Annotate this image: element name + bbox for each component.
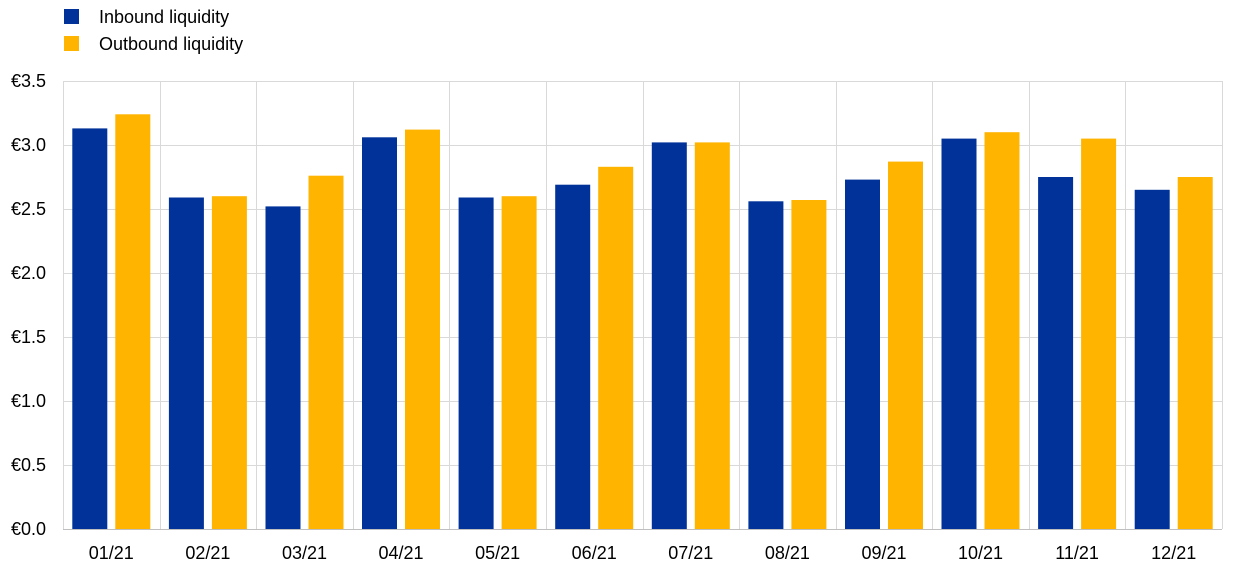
y-tick-label: €0.0 <box>11 519 46 539</box>
bar-outbound <box>888 161 923 529</box>
y-tick-label: €2.5 <box>11 199 46 219</box>
legend-swatch-outbound <box>64 36 79 51</box>
x-tick-label: 06/21 <box>572 543 617 563</box>
y-tick-label: €3.5 <box>11 71 46 91</box>
bar-outbound <box>308 175 344 529</box>
bar-inbound <box>458 197 494 529</box>
bar-outbound <box>211 196 247 529</box>
bar-outbound <box>405 129 440 529</box>
x-tick-label: 03/21 <box>282 543 327 563</box>
bar-inbound <box>362 137 397 530</box>
x-tick-label: 08/21 <box>765 543 810 563</box>
bar-inbound <box>168 197 204 529</box>
bar-outbound <box>115 114 151 530</box>
bar-outbound <box>791 200 827 529</box>
bar-inbound <box>72 128 108 529</box>
x-tick-label: 09/21 <box>861 543 906 563</box>
x-tick-label: 02/21 <box>185 543 230 563</box>
x-tick-label: 12/21 <box>1151 543 1196 563</box>
bar-inbound <box>1134 189 1170 530</box>
x-tick-label: 10/21 <box>958 543 1003 563</box>
chart-legend: Inbound liquidity Outbound liquidity <box>64 3 243 57</box>
legend-label-inbound: Inbound liquidity <box>99 6 230 27</box>
legend-item-inbound: Inbound liquidity <box>64 3 243 30</box>
bar-inbound <box>555 184 591 529</box>
x-tick-label: 11/21 <box>1055 543 1099 563</box>
bar-inbound <box>265 206 301 529</box>
legend-swatch-inbound <box>64 9 79 24</box>
bar-inbound <box>651 142 687 529</box>
y-tick-label: €1.5 <box>11 327 46 347</box>
bar-inbound <box>1038 177 1074 529</box>
x-tick-label: 01/21 <box>89 543 134 563</box>
bar-outbound <box>1177 177 1213 529</box>
y-tick-label: €1.0 <box>11 391 46 411</box>
legend-label-outbound: Outbound liquidity <box>99 33 244 54</box>
y-tick-label: €2.0 <box>11 263 46 283</box>
x-tick-label: 04/21 <box>378 543 423 563</box>
bar-outbound <box>694 142 730 529</box>
bar-outbound <box>1081 138 1117 529</box>
bar-outbound <box>501 196 537 529</box>
bar-inbound <box>748 201 784 530</box>
x-tick-label: 07/21 <box>668 543 713 563</box>
y-tick-label: €3.0 <box>11 135 46 155</box>
y-tick-label: €0.5 <box>11 455 46 475</box>
bar-inbound <box>845 179 880 529</box>
bar-outbound <box>984 132 1020 529</box>
x-tick-label: 05/21 <box>475 543 520 563</box>
bar-outbound <box>598 166 634 530</box>
legend-item-outbound: Outbound liquidity <box>64 30 243 57</box>
bar-inbound <box>941 138 977 529</box>
